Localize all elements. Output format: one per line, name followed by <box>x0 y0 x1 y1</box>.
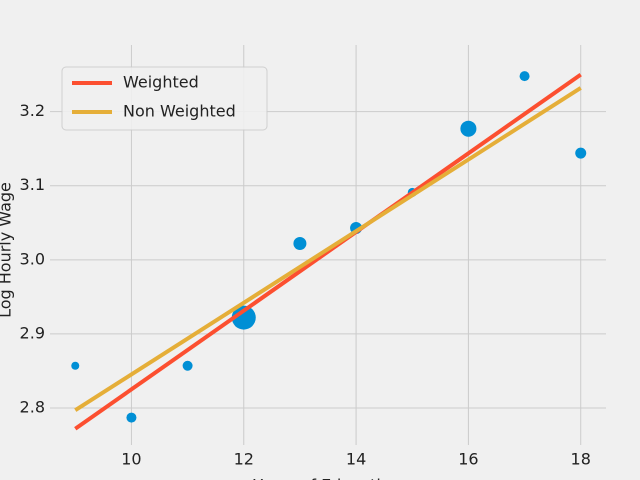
point <box>519 71 530 82</box>
marks <box>71 71 587 431</box>
point <box>71 361 80 370</box>
point <box>575 147 587 159</box>
x-tick-label: 16 <box>458 450 478 469</box>
x-tick-label: 12 <box>234 450 254 469</box>
legend-box <box>61 66 268 131</box>
y-tick-label: 3.0 <box>20 249 45 268</box>
line <box>74 72 582 431</box>
legend: Weighted Non Weighted <box>61 66 268 131</box>
point <box>231 305 256 330</box>
y-axis-label: Log Hourly Wage <box>0 182 15 318</box>
point <box>293 237 307 251</box>
x-tick-label: 14 <box>346 450 366 469</box>
y-tick-label: 3.1 <box>20 175 45 194</box>
legend-label: Weighted <box>123 73 199 92</box>
y-tick-label: 2.8 <box>20 397 45 416</box>
point <box>460 120 477 137</box>
point <box>126 412 137 423</box>
legend-label: Non Weighted <box>123 102 236 121</box>
point <box>182 360 193 371</box>
y-tick-label: 2.9 <box>20 323 45 342</box>
line <box>74 86 582 412</box>
y-tick-label: 3.2 <box>20 101 45 120</box>
x-tick-label: 18 <box>571 450 591 469</box>
x-axis-label: Years of Education <box>252 476 400 480</box>
x-tick-label: 10 <box>121 450 141 469</box>
grid: 10 12 14 16 18 2.8 2.9 3.0 3.1 3.2 <box>20 45 606 469</box>
